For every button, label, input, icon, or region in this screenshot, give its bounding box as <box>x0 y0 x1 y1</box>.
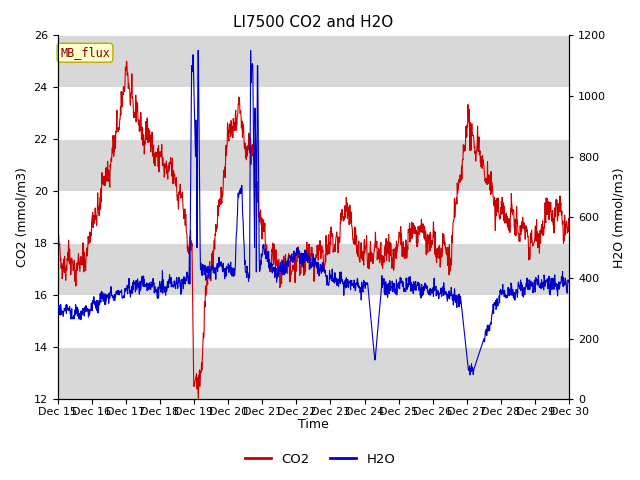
Bar <box>58 36 570 87</box>
Bar <box>58 243 570 295</box>
X-axis label: Time: Time <box>298 419 329 432</box>
Title: LI7500 CO2 and H2O: LI7500 CO2 and H2O <box>234 15 394 30</box>
Y-axis label: H2O (mmol/m3): H2O (mmol/m3) <box>612 167 625 268</box>
Text: MB_flux: MB_flux <box>60 46 110 59</box>
Bar <box>58 348 570 399</box>
Bar <box>58 139 570 192</box>
Y-axis label: CO2 (mmol/m3): CO2 (mmol/m3) <box>15 168 28 267</box>
Legend: CO2, H2O: CO2, H2O <box>239 447 401 471</box>
